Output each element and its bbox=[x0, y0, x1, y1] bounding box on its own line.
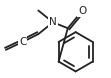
Text: N: N bbox=[49, 17, 57, 27]
Text: O: O bbox=[78, 6, 87, 16]
Text: C: C bbox=[19, 37, 26, 47]
